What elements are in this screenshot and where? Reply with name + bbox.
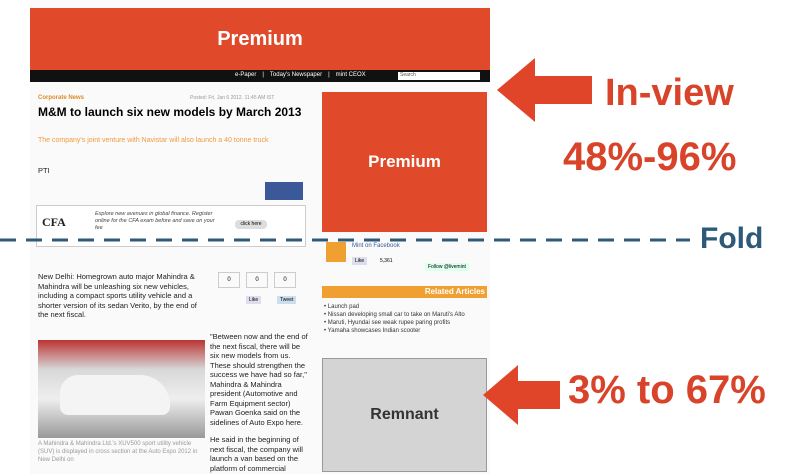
fb-like[interactable]: Like bbox=[352, 257, 368, 265]
article-title: M&M to launch six new models by March 20… bbox=[38, 105, 302, 119]
cfa-logo: CFA bbox=[42, 215, 66, 229]
fold-label: Fold bbox=[700, 222, 764, 255]
nav-links: e-Paper | Today's Newspaper | mint CEOX bbox=[235, 72, 366, 78]
photo-caption: A Mahindra & Mahindra Ltd.'s XUV500 spor… bbox=[38, 441, 198, 463]
share-count: 0 bbox=[218, 272, 240, 288]
tweet-button[interactable]: Tweet bbox=[277, 296, 297, 304]
twitter-follow[interactable]: Follow @livemint bbox=[425, 263, 469, 271]
related-list: • Launch pad • Nissan developing small c… bbox=[324, 303, 484, 335]
nav-link[interactable]: e-Paper bbox=[235, 72, 257, 78]
in-view-label: In-view bbox=[605, 72, 734, 114]
related-item[interactable]: • Yamaha showcases Indian scooter bbox=[324, 328, 421, 334]
remnant-ad: Remnant bbox=[322, 358, 487, 472]
remnant-arrow bbox=[483, 365, 560, 425]
body-paragraph: New Delhi: Homegrown auto major Mahindra… bbox=[38, 272, 197, 319]
share-count: 0 bbox=[246, 272, 268, 288]
cfa-ad-text: Explore new avenues in global finance. R… bbox=[95, 211, 215, 231]
social-icons[interactable] bbox=[265, 182, 303, 200]
related-item[interactable]: • Nissan developing small car to take on… bbox=[324, 312, 465, 318]
related-item[interactable]: • Maruti, Hyundai see weak rupee paring … bbox=[324, 320, 451, 326]
byline: PTI bbox=[38, 166, 50, 175]
nav-link[interactable]: Today's Newspaper bbox=[269, 72, 323, 78]
related-title: Related Articles bbox=[322, 286, 487, 298]
date: Posted: Fri, Jan 6 2012. 11:45 AM IST bbox=[190, 95, 275, 101]
body-paragraph: He said in the beginning of next fiscal,… bbox=[210, 435, 303, 473]
ad-button[interactable]: click here bbox=[235, 220, 267, 229]
fb-like-count: 5,361 bbox=[380, 258, 393, 264]
premium-side-ad: Premium bbox=[322, 92, 487, 232]
search-box[interactable]: Search bbox=[398, 72, 480, 80]
mint-logo bbox=[326, 242, 346, 262]
related-item[interactable]: • Launch pad bbox=[324, 304, 360, 310]
section-label[interactable]: Corporate News bbox=[38, 95, 85, 101]
share-counts: 0 0 0 bbox=[218, 272, 296, 288]
article-subtitle: The company's joint venture with Navista… bbox=[38, 137, 269, 144]
car-shape bbox=[60, 375, 170, 415]
in-view-range: 48%-96% bbox=[563, 135, 737, 179]
share-count: 0 bbox=[274, 272, 296, 288]
premium-banner: Premium bbox=[30, 8, 490, 70]
in-view-arrow bbox=[497, 58, 592, 122]
nav-bar bbox=[30, 70, 490, 82]
like-button[interactable]: Like bbox=[246, 296, 262, 304]
nav-link[interactable]: mint CEOX bbox=[335, 72, 366, 78]
body-paragraph: "Between now and the end of the next fis… bbox=[210, 332, 308, 427]
facebook-title[interactable]: Mint on Facebook bbox=[352, 243, 400, 249]
remnant-range: 3% to 67% bbox=[568, 368, 766, 412]
